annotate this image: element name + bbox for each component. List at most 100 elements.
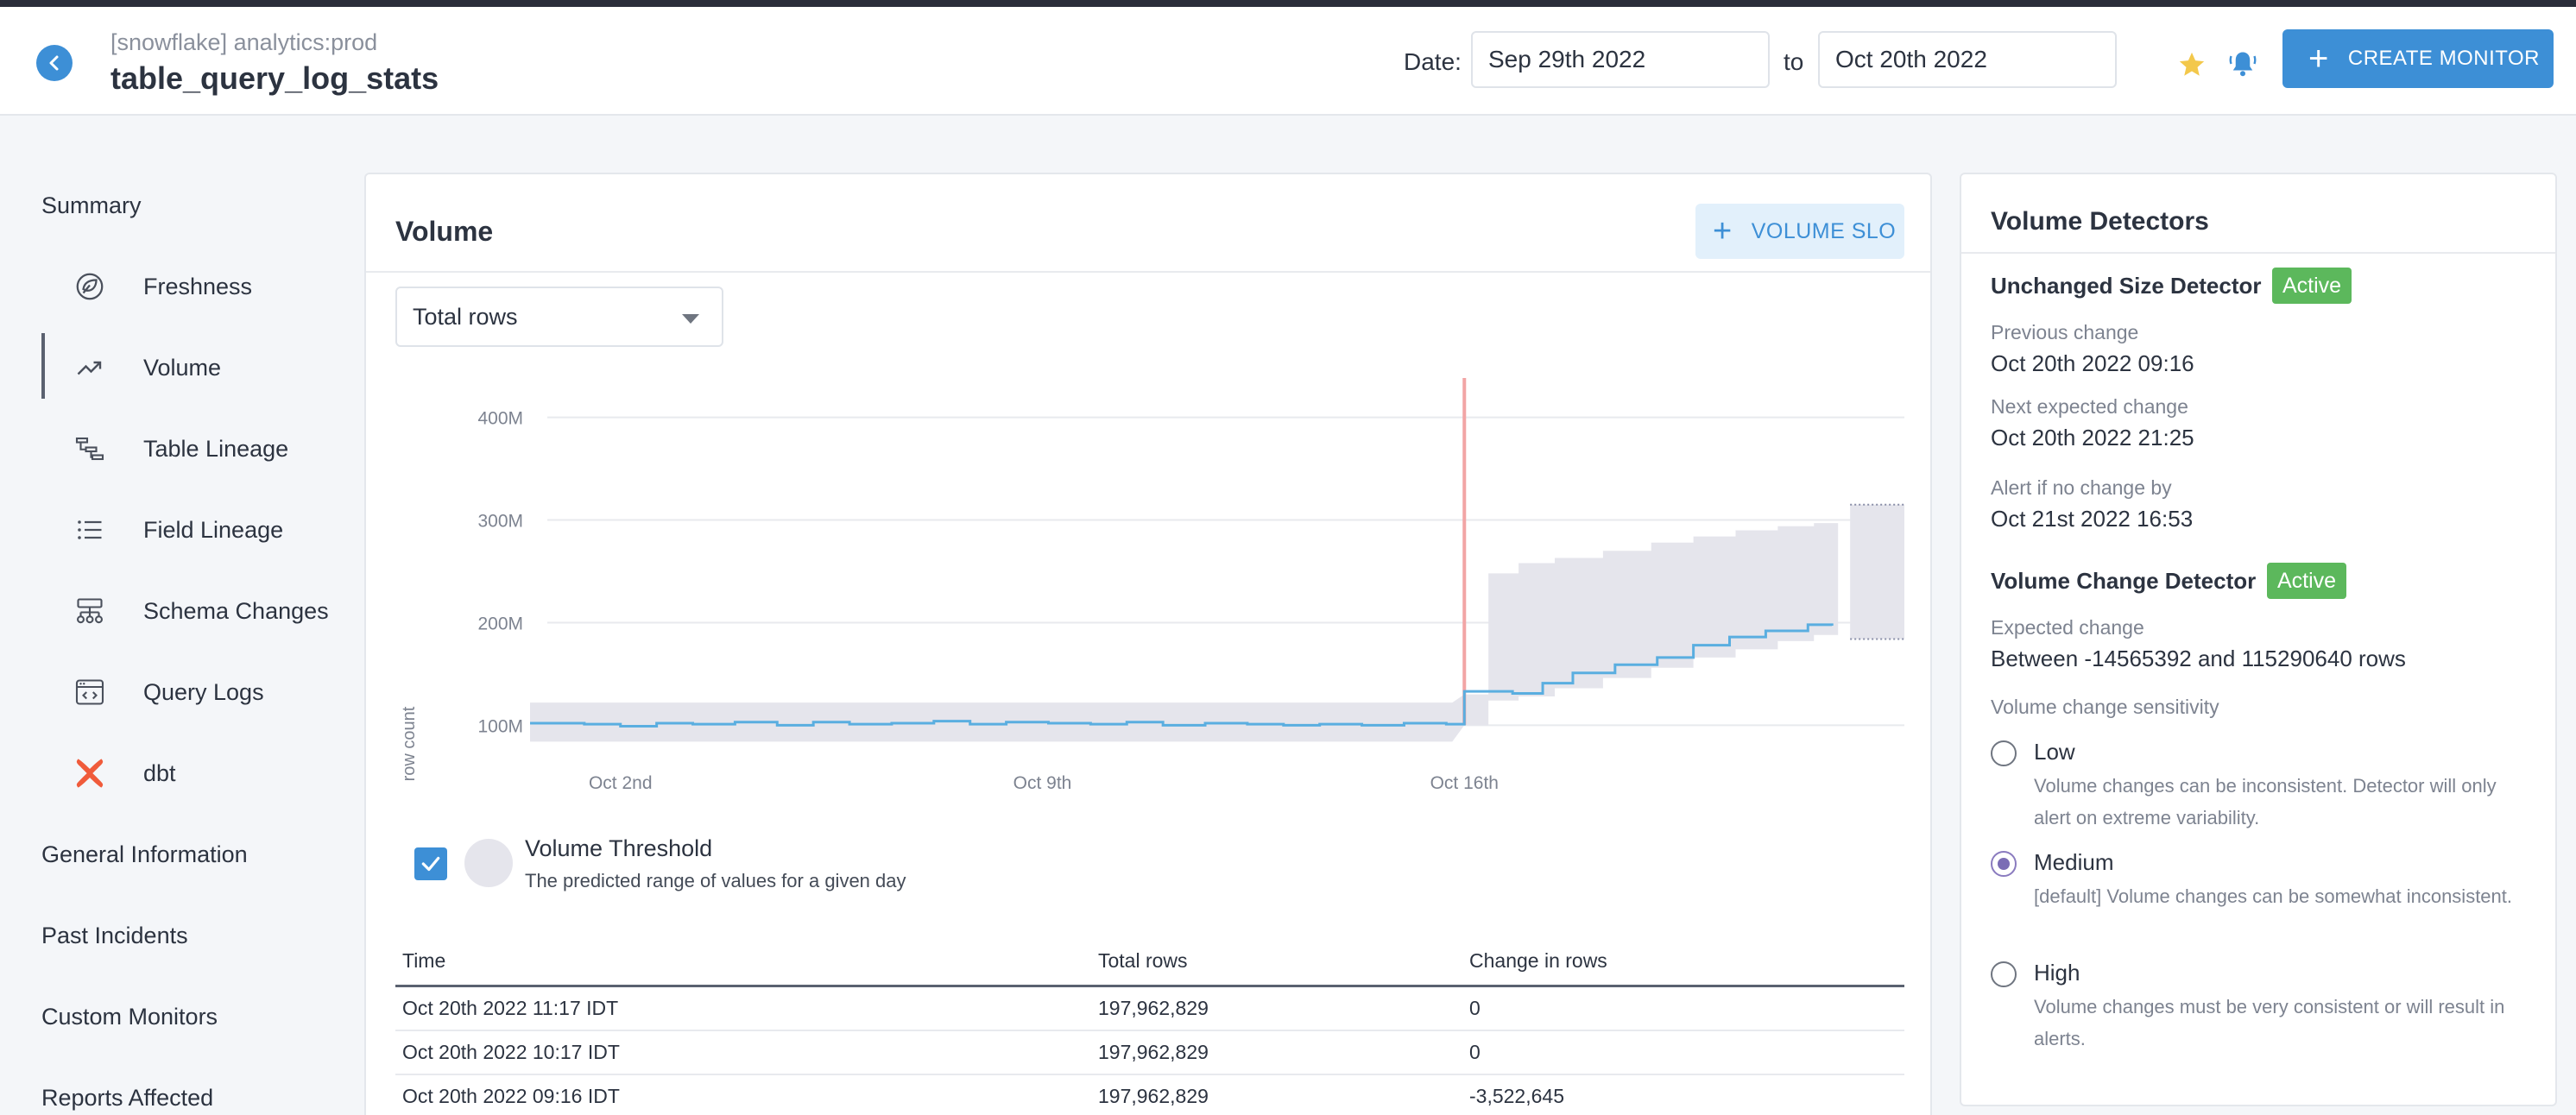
check-icon <box>421 856 440 872</box>
sidebar-item-label: Freshness <box>143 273 253 299</box>
column-header-change[interactable]: Change in rows <box>1462 937 1904 987</box>
create-monitor-button[interactable]: + CREATE MONITOR <box>2282 29 2554 88</box>
expected-change-label: Expected change <box>1991 616 2144 639</box>
sidebar-item-custom-monitors[interactable]: Custom Monitors <box>41 991 218 1043</box>
sensitivity-high-radio[interactable] <box>1991 961 2017 987</box>
top-accent-strip <box>0 0 2576 7</box>
sidebar-item-label: Query Logs <box>143 678 264 705</box>
volume-card: Volume + VOLUME SLO Total rows 100M 200M 3… <box>364 173 1932 1115</box>
legend-description: The predicted range of values for a give… <box>525 870 906 891</box>
metric-select[interactable]: Total rows <box>395 287 723 347</box>
date-from-input[interactable] <box>1471 31 1770 88</box>
schema-icon <box>73 594 107 628</box>
sidebar-item-label: Reports Affected <box>41 1084 214 1111</box>
bell-icon[interactable] <box>2227 48 2258 79</box>
status-badge: Active <box>2267 563 2347 599</box>
volume-threshold-checkbox[interactable] <box>414 847 447 880</box>
next-day-threshold-band <box>1850 504 1904 639</box>
sidebar-item-label: Volume <box>143 354 222 381</box>
volume-title: Volume <box>395 216 494 247</box>
date-to-input[interactable] <box>1818 31 2117 88</box>
star-icon[interactable] <box>2177 50 2207 79</box>
y-tick-label: 400M <box>477 409 523 429</box>
card-divider <box>366 271 1930 273</box>
sidebar-item-reports-affected[interactable]: Reports Affected <box>41 1072 213 1115</box>
legend-swatch <box>464 839 513 887</box>
plus-icon: + <box>1713 213 1733 249</box>
sensitivity-medium-description: [default] Volume changes can be somewhat… <box>2034 885 2513 907</box>
alert-if-no-change-value: Oct 21st 2022 16:53 <box>1991 506 2194 532</box>
x-tick-label: Oct 9th <box>1013 773 1072 793</box>
sensitivity-high-description: Volume changes must be very consistent o… <box>2034 996 2505 1049</box>
sensitivity-label: Volume change sensitivity <box>1991 696 2219 718</box>
sidebar-item-volume[interactable]: Volume <box>73 342 221 394</box>
series-line-total-rows <box>530 623 1834 728</box>
sensitivity-low-label[interactable]: Low <box>2034 739 2075 765</box>
volume-slo-label: VOLUME SLO <box>1751 218 1897 243</box>
lineage-icon <box>73 432 107 466</box>
column-header-time[interactable]: Time <box>395 937 1091 987</box>
table-row[interactable]: Oct 20th 2022 10:17 IDT 197,962,829 0 <box>395 1030 1904 1075</box>
column-header-total-rows[interactable]: Total rows <box>1091 937 1462 987</box>
sidebar-item-dbt[interactable]: dbt <box>73 747 176 799</box>
sensitivity-high-label[interactable]: High <box>2034 960 2080 986</box>
threshold-band <box>530 523 1839 742</box>
back-button[interactable] <box>36 45 73 81</box>
previous-change-value: Oct 20th 2022 09:16 <box>1991 350 2194 376</box>
x-tick-label: Oct 16th <box>1430 773 1499 793</box>
breadcrumb[interactable]: [snowflake] analytics:prod <box>110 29 378 55</box>
y-tick-label: 200M <box>477 614 523 633</box>
next-expected-change-label: Next expected change <box>1991 395 2188 418</box>
volume-slo-button[interactable]: + VOLUME SLO <box>1695 204 1904 259</box>
sidebar-item-label: Table Lineage <box>143 435 289 462</box>
date-label: Date: <box>1404 48 1462 75</box>
sidebar-item-schema-changes[interactable]: Schema Changes <box>73 585 329 637</box>
page-header: [snowflake] analytics:prod table_query_l… <box>0 7 2576 116</box>
sidebar-item-label: Past Incidents <box>41 922 188 948</box>
cell-change: 0 <box>1462 1030 1904 1075</box>
y-tick-label: 300M <box>477 512 523 532</box>
table-row[interactable]: Oct 20th 2022 09:16 IDT 197,962,829 -3,5… <box>395 1074 1904 1115</box>
sensitivity-medium-label[interactable]: Medium <box>2034 849 2114 875</box>
sidebar-item-summary[interactable]: Summary <box>41 180 142 231</box>
cell-change: -3,522,645 <box>1462 1074 1904 1115</box>
sidebar-item-table-lineage[interactable]: Table Lineage <box>73 423 288 475</box>
sidebar-item-label: Summary <box>41 192 142 218</box>
alert-if-no-change-label: Alert if no change by <box>1991 476 2172 499</box>
table-header-row: Time Total rows Change in rows <box>395 937 1904 987</box>
metric-select-value: Total rows <box>413 303 518 330</box>
sidebar-item-field-lineage[interactable]: Field Lineage <box>73 504 283 556</box>
y-axis-label: row count <box>400 706 419 781</box>
y-tick-label: 100M <box>477 716 523 736</box>
sensitivity-low-radio[interactable] <box>1991 740 2017 766</box>
unchanged-size-detector-title: Unchanged Size Detector <box>1991 273 2262 299</box>
status-badge: Active <box>2272 268 2352 304</box>
sidebar-item-query-logs[interactable]: Query Logs <box>73 666 264 718</box>
create-monitor-label: CREATE MONITOR <box>2347 47 2540 70</box>
date-to-label: to <box>1784 48 1804 75</box>
volume-change-detector-title: Volume Change Detector <box>1991 568 2257 594</box>
cell-time: Oct 20th 2022 10:17 IDT <box>395 1030 1091 1075</box>
list-icon <box>73 513 107 547</box>
sidebar-item-freshness[interactable]: Freshness <box>73 261 252 312</box>
sensitivity-medium-radio[interactable] <box>1991 851 2017 877</box>
leaf-icon <box>73 269 107 304</box>
cell-time: Oct 20th 2022 11:17 IDT <box>395 986 1091 1031</box>
caret-down-icon <box>682 314 699 324</box>
table-row[interactable]: Oct 20th 2022 11:17 IDT 197,962,829 0 <box>395 986 1904 1031</box>
sidebar-item-label: dbt <box>143 759 176 786</box>
cell-change: 0 <box>1462 986 1904 1031</box>
sidebar-item-label: Field Lineage <box>143 516 284 543</box>
card-divider <box>1961 252 2555 254</box>
x-tick-label: Oct 2nd <box>589 773 653 793</box>
trend-icon <box>73 350 107 385</box>
cell-time: Oct 20th 2022 09:16 IDT <box>395 1074 1091 1115</box>
chevron-left-icon <box>49 55 59 71</box>
dbt-icon <box>73 756 107 791</box>
sidebar-item-general-information[interactable]: General Information <box>41 828 248 880</box>
code-window-icon <box>73 675 107 709</box>
previous-change-label: Previous change <box>1991 321 2139 343</box>
volume-table: Time Total rows Change in rows Oct 20th … <box>395 937 1904 1115</box>
sidebar-item-past-incidents[interactable]: Past Incidents <box>41 910 188 961</box>
